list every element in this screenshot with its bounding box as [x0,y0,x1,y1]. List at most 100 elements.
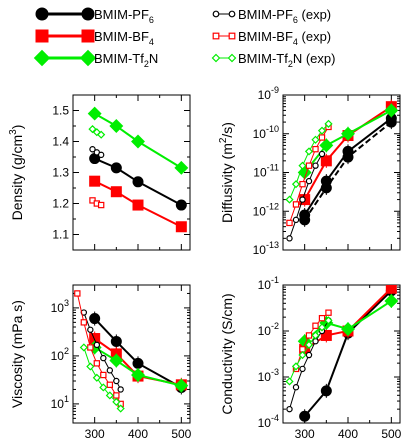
x-tick-label: 300 [85,427,105,441]
y-tick-label: 10-9 [258,85,279,102]
data-point [292,201,300,208]
legend: BMIM-PF6 BMIM-BF4 BMIM-Tf2N BMIM-PF6 (exp) B… [33,7,335,69]
data-point [175,199,187,211]
legend-marker-circle-icon [228,10,236,18]
data-point [100,371,107,379]
data-point [312,145,319,153]
y-axis-label: Conductivity (S/cm) [219,293,235,414]
data-point [89,175,101,187]
data-point [292,216,300,224]
data-point [285,377,294,386]
data-point [88,125,97,134]
legend-marker-diamond-icon [33,49,51,67]
data-point [106,381,114,388]
data-point [299,365,306,373]
data-point [318,150,326,158]
data-point [106,367,114,374]
data-point [305,177,313,185]
data-point [132,357,144,369]
legend-entry: BMIM-Tf2N [33,49,158,69]
conductivity-panel: 300 400 500 10-4 10-3 10-2 10-1 Conductivity (S… [219,275,402,441]
legend-marker-diamond-icon [227,53,237,63]
legend-marker-square-icon [35,29,49,43]
legend-marker-square-icon [212,32,220,40]
y-tick-label: 103 [51,298,69,315]
data-point [109,119,124,133]
data-point [324,316,333,325]
legend-label: BMIM-PF6 [94,7,154,25]
data-point [93,360,101,367]
data-point [286,235,293,242]
data-point [299,196,306,203]
legend-marker-circle-icon [81,7,95,21]
data-point [175,221,187,233]
data-point [132,176,144,188]
series-line [94,157,182,206]
legend-entry: BMIM-Tf2N (exp) [211,51,335,69]
data-point [320,155,332,167]
y-tick-label: 1.2 [52,197,69,211]
data-point [97,151,105,159]
data-point [298,350,307,360]
data-point [384,103,399,118]
data-point [97,130,106,139]
data-point [99,383,108,392]
legend-marker-circle-icon [212,10,220,18]
data-point [341,126,355,141]
legend-label: BMIM-Tf2N (exp) [238,51,335,69]
viscosity-panel: 300 400 500 101 102 103 Viscosity (mPa s) [9,284,192,441]
data-point [318,134,326,141]
data-point [320,385,332,397]
legend-label: BMIM-BF4 (exp) [238,29,331,47]
series-line [303,121,392,221]
data-point [341,322,355,337]
y-tick-label: 1.4 [52,135,69,149]
data-point [92,373,101,382]
data-point [305,351,313,359]
data-point [292,384,300,391]
y-axis-label: Density (g/cm3) [8,125,25,221]
legend-marker-diamond-icon [211,53,221,63]
legend-label: BMIM-Tf2N [94,51,158,69]
data-point [174,378,189,393]
series-line [303,117,392,216]
x-tick-label: 400 [338,427,358,441]
y-tick-label: 1.5 [52,104,69,118]
legend-marker-circle-icon [35,7,49,21]
data-point [320,329,332,341]
y-tick-label: 10-1 [258,275,279,292]
data-point [304,340,314,349]
data-point [385,285,397,294]
data-point [87,326,94,333]
legend-marker-square-icon [81,29,95,43]
series-line [93,317,182,389]
data-point [299,214,311,226]
data-point [87,106,102,121]
legend-entry: BMIM-BF4 (exp) [212,29,331,47]
plot-frame [72,94,191,251]
data-point [93,341,101,349]
y-tick-label: 1.3 [52,166,69,180]
data-point [174,160,189,175]
data-point [286,219,293,227]
legend-entry: BMIM-PF6 (exp) [212,7,331,25]
data-point [74,290,81,297]
data-point [79,343,88,352]
data-point [113,377,120,385]
data-point [131,368,145,382]
data-point [100,354,107,362]
series-line [94,180,182,228]
data-point [291,180,301,189]
data-point [117,386,124,393]
y-tick-label: 102 [51,346,69,363]
data-point [112,397,121,407]
data-point [342,151,354,163]
x-tick-label: 400 [128,427,148,441]
data-point [110,186,122,198]
y-tick-label: 10-11 [253,163,279,180]
data-point [86,362,95,371]
data-point [87,344,94,351]
x-tick-label: 500 [171,427,191,441]
y-tick-label: 1.1 [52,228,69,242]
